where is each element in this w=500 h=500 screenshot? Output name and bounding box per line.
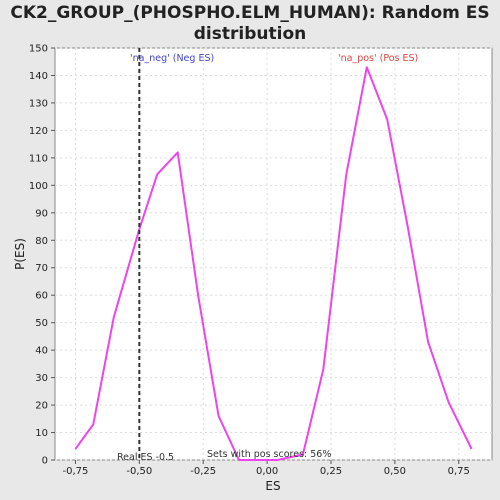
x-tick-label: 0,75 — [448, 466, 470, 477]
axis-layer: 0 10 20 30 40 50 60 70 80 90 100 110 120 130 140 150 -0,… — [29, 44, 470, 478]
real-es-label: Real ES -0.5 — [117, 452, 174, 463]
y-tick-label: 60 — [35, 291, 48, 302]
x-tick-label: 0,25 — [320, 466, 342, 477]
y-tick-label: 130 — [29, 98, 48, 109]
y-tick-label: 90 — [35, 208, 48, 219]
chart-title-line2: distribution — [193, 24, 307, 44]
y-tick-label: 150 — [29, 44, 48, 55]
es-distribution-line — [74, 66, 473, 461]
pos-es-label: 'na_pos' (Pos ES) — [338, 53, 418, 64]
y-tick-label: 110 — [29, 153, 48, 164]
y-tick-label: 70 — [35, 263, 48, 274]
annotation-layer: 'na_neg' (Neg ES) 'na_pos' (Pos ES) Real… — [117, 53, 418, 463]
neg-es-label: 'na_neg' (Neg ES) — [130, 53, 214, 64]
y-tick-label: 40 — [35, 346, 48, 357]
series-layer — [74, 48, 473, 461]
x-tick-label: -0,25 — [190, 466, 216, 477]
y-tick-label: 80 — [35, 236, 48, 247]
y-tick-label: 100 — [29, 181, 48, 192]
y-tick-label: 140 — [29, 71, 48, 82]
x-axis-label: ES — [265, 479, 280, 493]
chart-title: CK2_GROUP_(PHOSPHO.ELM_HUMAN): Random ES… — [0, 0, 500, 45]
y-axis-label: P(ES) — [13, 238, 27, 270]
y-tick-label: 10 — [35, 428, 48, 439]
x-tick-label: 0,00 — [256, 466, 278, 477]
y-tick-label: 120 — [29, 126, 48, 137]
y-tick-label: 30 — [35, 373, 48, 384]
y-tick-label: 0 — [42, 456, 48, 467]
y-tick-label: 20 — [35, 401, 48, 412]
sets-pos-scores-label: Sets with pos scores: 56% — [207, 449, 331, 460]
x-tick-label: 0,50 — [384, 466, 406, 477]
x-tick-label: -0,50 — [126, 466, 152, 477]
plot-area — [54, 47, 493, 461]
y-tick-label: 50 — [35, 318, 48, 329]
chart-title-line1: CK2_GROUP_(PHOSPHO.ELM_HUMAN): Random ES — [10, 3, 490, 23]
x-tick-label: -0,75 — [63, 466, 89, 477]
